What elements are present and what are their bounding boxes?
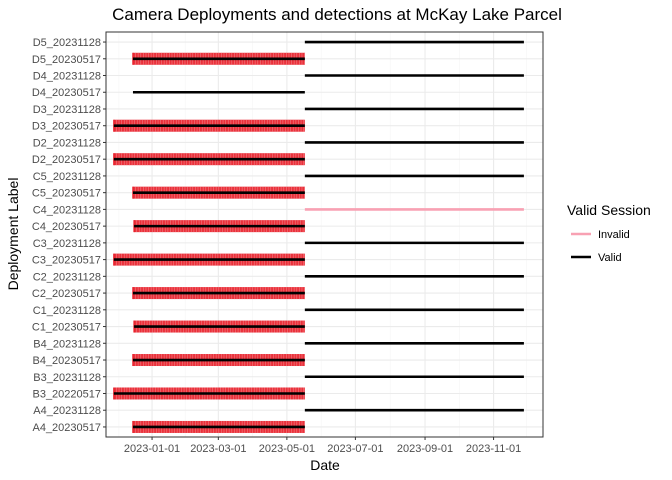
y-tick-label: C2_20230517: [32, 288, 101, 300]
y-tick-label: C4_20230517: [32, 221, 101, 233]
legend-title: Valid Session: [567, 202, 651, 218]
x-tick-label: 2023-07-01: [327, 443, 383, 455]
y-tick-label: D4_20230517: [32, 87, 101, 99]
y-tick-label: C1_20230517: [32, 322, 101, 334]
y-tick-label: A4_20231128: [33, 405, 101, 417]
legend: Valid Session Invalid Valid: [567, 202, 651, 264]
y-tick-label: C3_20230517: [32, 255, 101, 267]
y-tick-label: D4_20231128: [33, 71, 101, 83]
y-tick-label: C2_20231128: [33, 271, 101, 283]
x-tick-label: 2023-11-01: [466, 443, 521, 455]
legend-label-valid: Valid: [598, 252, 622, 264]
y-tick-label: B3_20220517: [32, 388, 101, 400]
panel-background: [106, 32, 543, 437]
chart-title: Camera Deployments and detections at McK…: [112, 5, 562, 24]
y-tick-label: D5_20230517: [32, 54, 101, 66]
x-tick-label: 2023-01-01: [124, 443, 180, 455]
y-tick-label: B4_20230517: [32, 355, 101, 367]
y-tick-label: C4_20231128: [33, 204, 101, 216]
y-tick-label: D5_20231128: [33, 37, 101, 49]
y-tick-label: A4_20230517: [32, 422, 101, 434]
y-tick-label: D2_20230517: [32, 154, 101, 166]
x-tick-label: 2023-05-01: [259, 443, 315, 455]
x-axis-title: Date: [310, 457, 340, 473]
y-tick-label: B4_20231128: [33, 338, 101, 350]
y-tick-label: D3_20231128: [33, 104, 101, 116]
y-tick-label: C5_20230517: [32, 188, 101, 200]
y-tick-label: C3_20231128: [33, 238, 101, 250]
y-tick-label: B3_20231128: [33, 372, 101, 384]
legend-label-invalid: Invalid: [598, 229, 630, 241]
y-tick-label: C5_20231128: [33, 171, 101, 183]
y-tick-label: C1_20231128: [33, 305, 101, 317]
y-tick-label: D3_20230517: [32, 121, 101, 133]
y-tick-label: D2_20231128: [33, 137, 101, 149]
y-axis-title: Deployment Label: [5, 178, 21, 291]
x-tick-label: 2023-09-01: [397, 443, 453, 455]
x-tick-label: 2023-03-01: [190, 443, 246, 455]
panel-border: [105, 31, 544, 438]
